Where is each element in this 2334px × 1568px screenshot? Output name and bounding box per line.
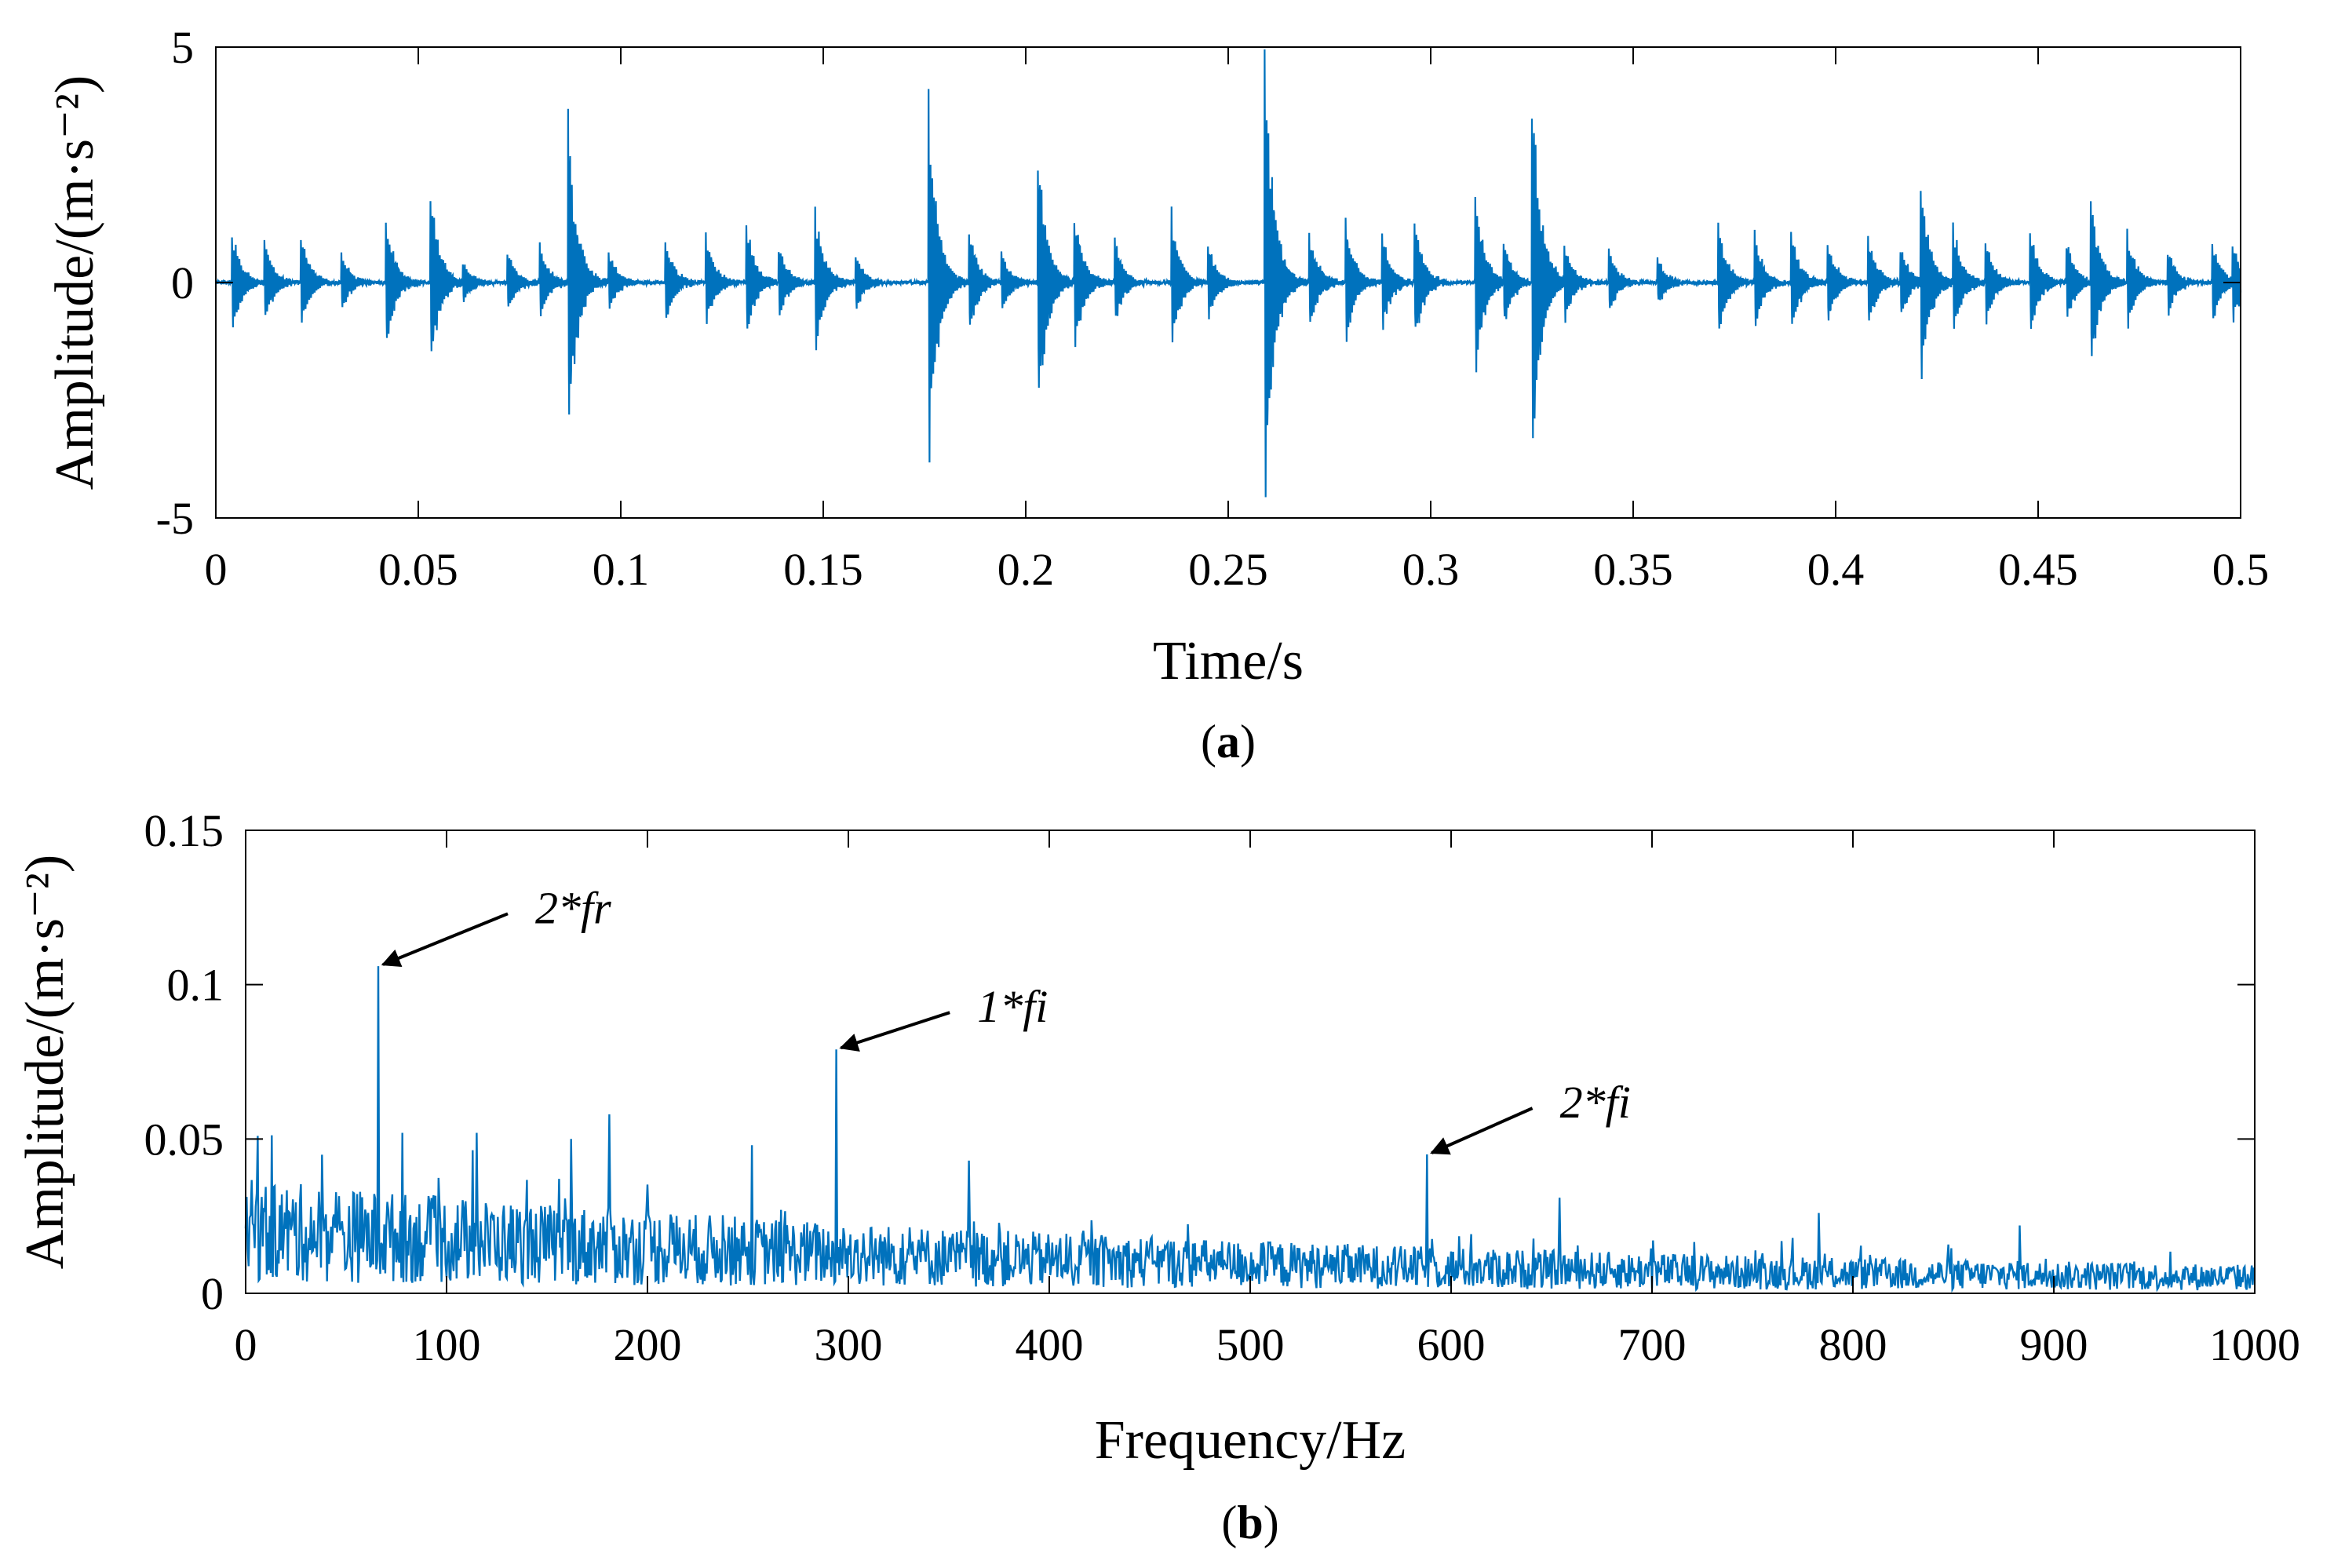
x-tick-label: 300 bbox=[815, 1319, 883, 1370]
spectrum-series bbox=[244, 966, 2256, 1293]
caption-letter-a: a bbox=[1216, 716, 1240, 768]
annotation-label: 2*fr bbox=[535, 882, 611, 933]
y-tick-label: -5 bbox=[156, 493, 194, 544]
x-tick-label: 100 bbox=[413, 1319, 481, 1370]
y-axis-label-a: Amplitude/(m·s⁻²) bbox=[45, 75, 105, 490]
y-tick-label: 0 bbox=[201, 1268, 224, 1319]
x-tick-label: 0 bbox=[235, 1319, 257, 1370]
x-axis-label-b: Frequency/Hz bbox=[1095, 1410, 1406, 1471]
panel-caption-b: (b) bbox=[1221, 1497, 1278, 1548]
x-tick-label: 0.05 bbox=[378, 544, 458, 595]
x-tick-label: 0.25 bbox=[1188, 544, 1268, 595]
annotation-arrow bbox=[1430, 1107, 1534, 1155]
x-tick-label: 700 bbox=[1618, 1319, 1687, 1370]
spectrum-line bbox=[244, 966, 2256, 1293]
x-tick-label: 0.3 bbox=[1402, 544, 1460, 595]
x-tick-label: 0.35 bbox=[1593, 544, 1673, 595]
caption-letter-b: b bbox=[1237, 1497, 1263, 1548]
x-tick-label: 0.2 bbox=[997, 544, 1055, 595]
y-tick-label: 5 bbox=[171, 22, 194, 73]
y-axis-label-b: Amplitude/(m·s⁻²) bbox=[15, 855, 75, 1269]
panel-b: 0 100 200 300 400 500 600 700 800 900 1000 0 0.05 0.… bbox=[15, 805, 2300, 1548]
x-tick-label: 0 bbox=[205, 544, 228, 595]
x-tick-label: 1000 bbox=[2209, 1319, 2300, 1370]
annotation-label: 2*fi bbox=[1560, 1077, 1631, 1128]
time-signal-series bbox=[214, 49, 2242, 498]
y-tick-label: 0.15 bbox=[144, 805, 224, 856]
annotation-arrow bbox=[381, 912, 509, 968]
peak-annotations: 2*fr 1*fi 2*fi bbox=[381, 882, 1631, 1155]
y-tick-label: 0 bbox=[171, 257, 194, 308]
y-tick-label: 0.1 bbox=[167, 960, 224, 1011]
x-tick-label: 200 bbox=[614, 1319, 682, 1370]
x-tick-label: 900 bbox=[2020, 1319, 2088, 1370]
x-tick-label: 800 bbox=[1819, 1319, 1887, 1370]
x-tick-label: 500 bbox=[1216, 1319, 1285, 1370]
panel-caption-a: (a) bbox=[1201, 716, 1256, 768]
x-tick-label: 0.4 bbox=[1807, 544, 1865, 595]
annotation-label: 1*fi bbox=[977, 981, 1048, 1032]
x-tick-label: 600 bbox=[1417, 1319, 1486, 1370]
x-tick-label: 0.45 bbox=[1998, 544, 2078, 595]
time-signal-line bbox=[214, 49, 2242, 498]
y-axis-ticks-b: 0 0.05 0.1 0.15 bbox=[144, 805, 2255, 1319]
panel-a: 0 0.05 0.1 0.15 0.2 0.25 0.3 0.35 0.4 0.45 0.5 -50… bbox=[45, 22, 2269, 768]
x-axis-ticks-a: 0 0.05 0.1 0.15 0.2 0.25 0.3 0.35 0.4 0.45 0.5 bbox=[205, 47, 2270, 595]
annotation-arrow bbox=[839, 1011, 950, 1052]
x-tick-label: 0.5 bbox=[2212, 544, 2270, 595]
x-tick-label: 0.15 bbox=[783, 544, 863, 595]
y-axis-ticks-a: -5 0 5 bbox=[156, 22, 2241, 544]
x-tick-label: 0.1 bbox=[593, 544, 650, 595]
x-tick-label: 400 bbox=[1016, 1319, 1084, 1370]
y-tick-label: 0.05 bbox=[144, 1114, 224, 1165]
x-axis-ticks-b: 0 100 200 300 400 500 600 700 800 900 1000 bbox=[235, 830, 2300, 1370]
x-axis-label-a: Time/s bbox=[1153, 631, 1304, 691]
